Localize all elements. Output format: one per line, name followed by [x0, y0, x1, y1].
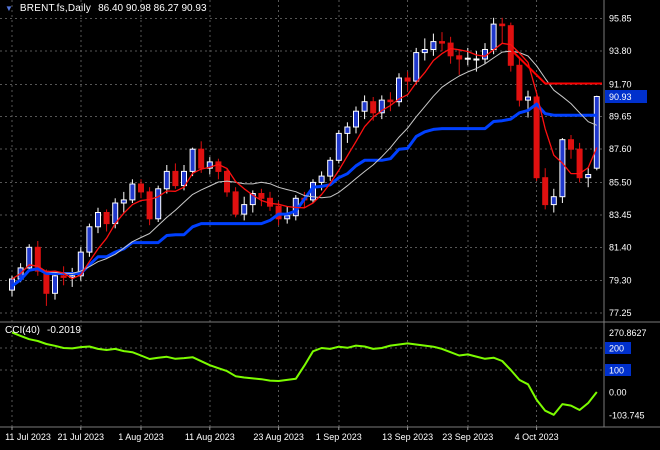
ma-fast-line — [11, 42, 598, 280]
candle — [387, 92, 394, 112]
candle — [559, 138, 566, 203]
candle — [249, 190, 256, 213]
chart-title: ▼ BRENT.fs,Daily 86.40 90.98 86.27 90.93 — [5, 3, 207, 14]
candle — [206, 157, 213, 175]
indicator-label: CCI(40) -0.2019 — [5, 325, 81, 336]
price-tick-label: 87.60 — [609, 144, 632, 154]
candle — [525, 90, 531, 118]
candle — [95, 207, 101, 234]
candle — [439, 32, 445, 52]
candle — [456, 49, 463, 75]
candle — [568, 135, 574, 159]
candle — [172, 163, 179, 189]
date-tick-label: 11 Jul 2023 — [5, 432, 51, 442]
candle — [542, 168, 549, 210]
candle — [378, 95, 385, 120]
candle — [516, 59, 523, 107]
candle — [421, 38, 428, 61]
indicator-value: -0.2019 — [47, 325, 81, 336]
ma-slow-line — [11, 50, 597, 280]
date-tick-label: 4 Oct 2023 — [515, 432, 559, 442]
candle — [585, 168, 592, 188]
candle — [103, 209, 110, 232]
trendline[interactable] — [510, 48, 602, 85]
cci-scale-label: 100 — [609, 366, 624, 376]
candle — [413, 47, 420, 85]
candle — [52, 272, 58, 300]
candle — [335, 130, 342, 164]
cci-scale-label: 0.00 — [609, 388, 627, 398]
cci-level-badge — [605, 342, 631, 354]
date-tick-label: 23 Sep 2023 — [442, 432, 493, 442]
candle — [138, 179, 144, 199]
candle — [258, 188, 265, 207]
candle — [482, 43, 488, 64]
candle — [146, 187, 153, 226]
cci-level-badge — [605, 364, 631, 376]
candle — [464, 47, 471, 66]
date-tick-label: 13 Sep 2023 — [382, 432, 433, 442]
candle — [327, 157, 334, 181]
cci-line — [11, 331, 598, 416]
candle — [163, 165, 170, 194]
price-tick-label: 79.30 — [609, 276, 632, 286]
candle — [120, 191, 127, 213]
main-panel[interactable] — [9, 17, 603, 306]
candle — [232, 187, 239, 218]
candle — [361, 95, 368, 120]
oneclick-trading-icon[interactable]: ▼ — [5, 3, 13, 13]
candle — [499, 17, 506, 44]
date-tick-label: 1 Aug 2023 — [118, 432, 164, 442]
price-tick-label: 95.85 — [609, 14, 632, 24]
candle — [396, 73, 402, 107]
candle — [241, 196, 248, 221]
candle — [189, 147, 196, 177]
price-tick-label: 89.65 — [609, 112, 632, 122]
cci-scale-label: 200 — [609, 344, 624, 354]
candle — [267, 191, 273, 211]
symbol-period-label: BRENT.fs,Daily — [19, 3, 92, 14]
date-tick-label: 11 Aug 2023 — [185, 432, 235, 442]
price-tick-label: 81.40 — [609, 242, 632, 252]
candle — [533, 95, 540, 181]
date-tick-label: 21 Jul 2023 — [58, 432, 105, 442]
candle — [430, 33, 437, 56]
candle — [550, 188, 557, 213]
candle — [593, 95, 600, 171]
candle — [353, 106, 359, 134]
cci-scale-label: 270.8627 — [609, 328, 647, 338]
candle — [26, 244, 33, 272]
time-axis[interactable]: 11 Jul 2023 21 Jul 2023 1 Aug 2023 11 Aug 2… — [5, 427, 559, 442]
candle — [60, 266, 67, 286]
candle — [86, 223, 93, 257]
current-price-badge-label: 90.93 — [609, 92, 632, 102]
price-tick-label: 83.45 — [609, 210, 632, 220]
candle — [576, 142, 583, 183]
candle — [129, 179, 136, 203]
price-tick-label: 91.70 — [609, 79, 632, 89]
date-tick-label: 1 Sep 2023 — [316, 432, 362, 442]
candle — [155, 185, 162, 222]
date-tick-label: 23 Aug 2023 — [253, 432, 304, 442]
price-tick-label: 85.50 — [609, 177, 632, 187]
cci-panel[interactable] — [11, 331, 598, 416]
candle — [224, 168, 230, 197]
indicator-name: CCI(40) — [5, 325, 41, 336]
candle — [215, 158, 222, 180]
candle — [344, 122, 351, 143]
price-tick-label: 93.80 — [609, 46, 632, 56]
baseline-line — [11, 102, 597, 288]
current-price-badge — [605, 90, 647, 103]
candle — [404, 71, 411, 91]
cci-scale-label: -103.745 — [609, 410, 645, 420]
price-axis[interactable]: 95.85 93.80 91.70 89.65 87.60 85.50 83.45 81.40… — [605, 14, 647, 421]
price-tick-label: 77.25 — [609, 308, 632, 318]
candle — [198, 141, 205, 173]
ohlc-values: 86.40 90.98 86.27 90.93 — [98, 3, 207, 14]
